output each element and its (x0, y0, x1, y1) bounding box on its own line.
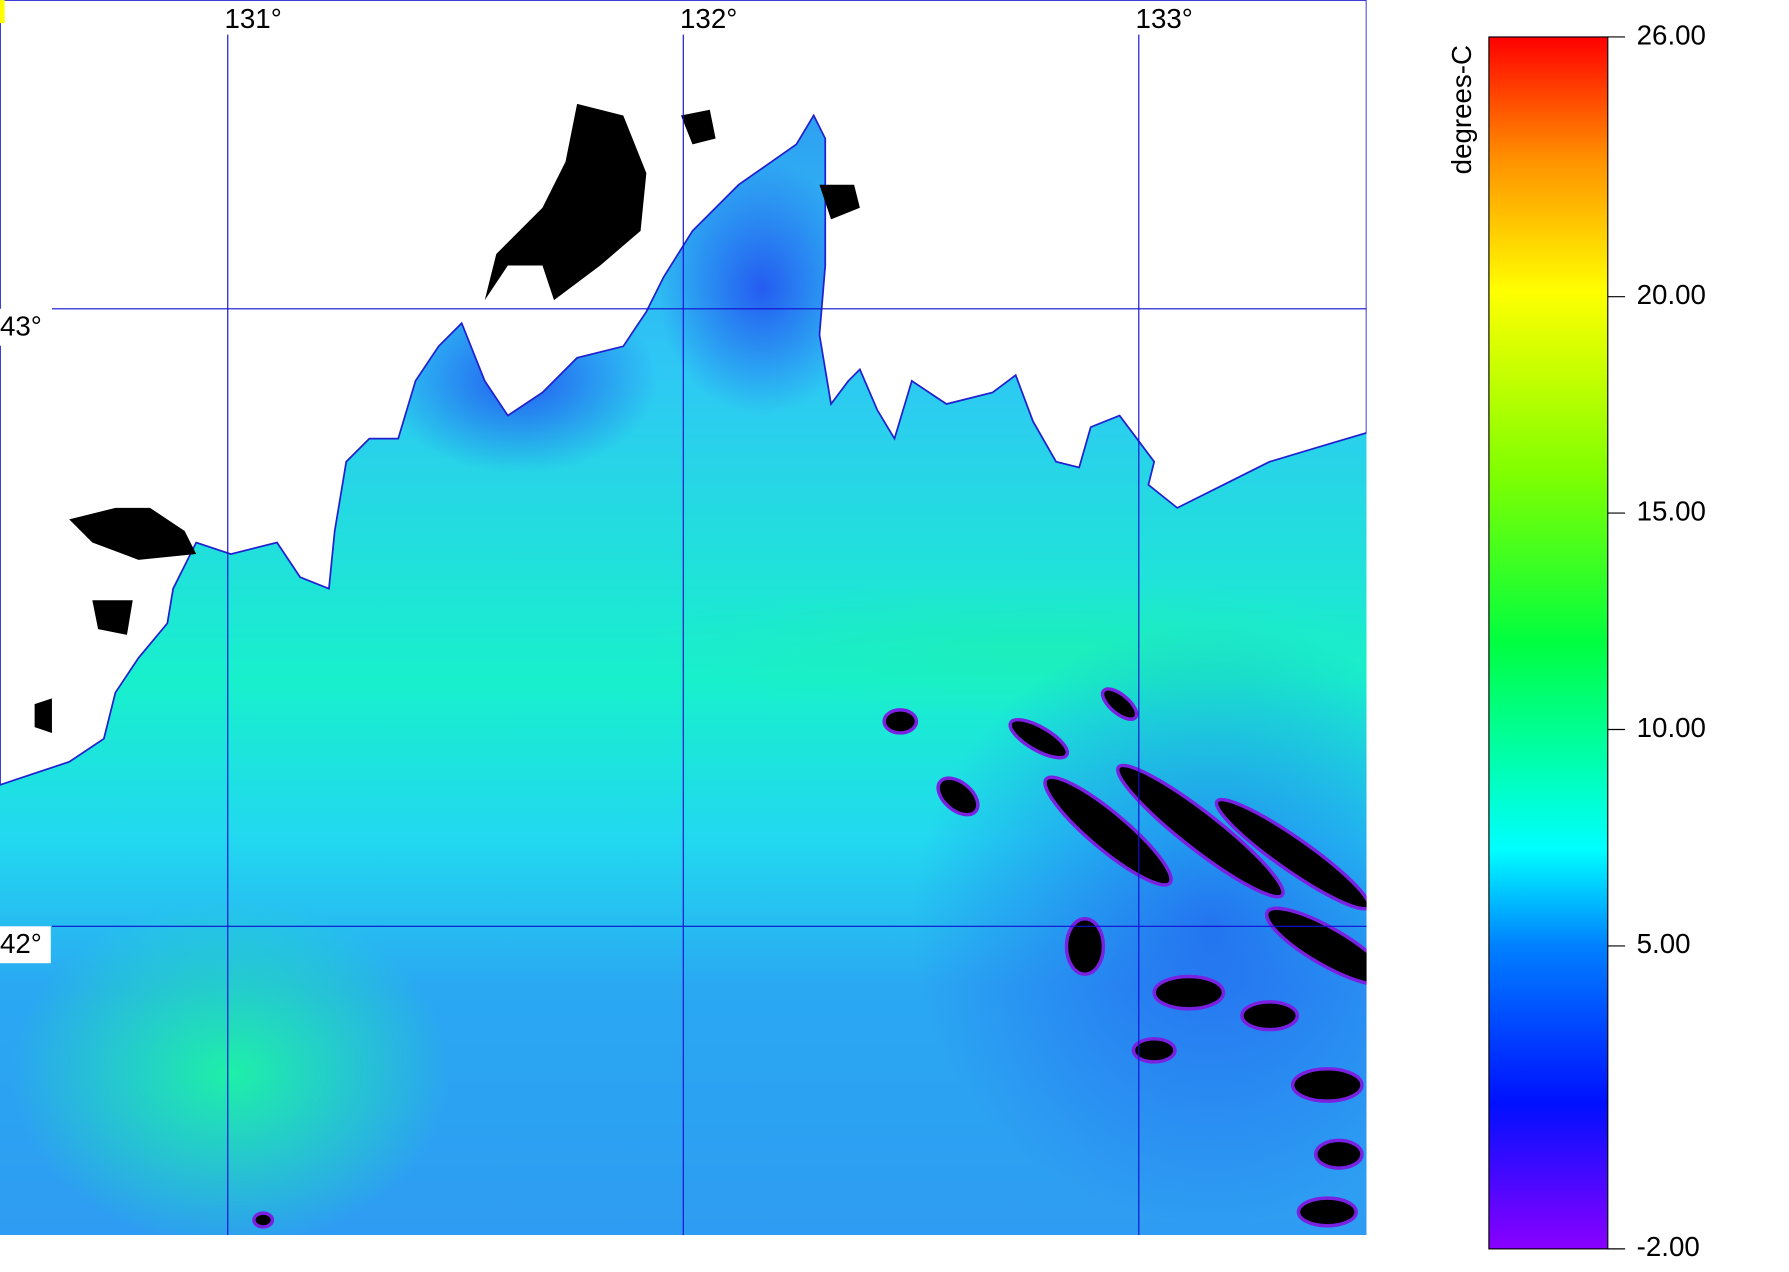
lon-label: 133° (1136, 3, 1193, 34)
lat-label-bg (0, 308, 51, 346)
colorbar-tick-label: 10.00 (1637, 712, 1706, 743)
colorbar-tick-label: 15.00 (1637, 495, 1706, 526)
cloud-mask (252, 687, 1367, 1229)
lat-label: 43° (0, 311, 42, 342)
lon-label: 131° (225, 3, 282, 34)
colorbar-tick-label: 20.00 (1637, 279, 1706, 310)
lat-label: 42° (0, 928, 42, 959)
graticule: 131° 132° 133° 43° 42° (0, 3, 1367, 1236)
colorbar-tick-label: 5.00 (1637, 928, 1691, 959)
colorbar (1488, 36, 1609, 1250)
colorbar-tick-label: 26.00 (1637, 19, 1706, 50)
lon-label: 132° (680, 3, 737, 34)
land (0, 0, 1367, 786)
sst-image (0, 0, 1367, 1236)
colorbar-tick-label: -2.00 (1637, 1231, 1700, 1262)
corner-mark (0, 0, 5, 24)
lat-label-bg (0, 926, 51, 964)
colorbar-label: degrees-C (1446, 45, 1477, 174)
colorbar-ticks: 26.00 20.00 15.00 10.00 5.00 -2.00 (1607, 19, 1706, 1262)
